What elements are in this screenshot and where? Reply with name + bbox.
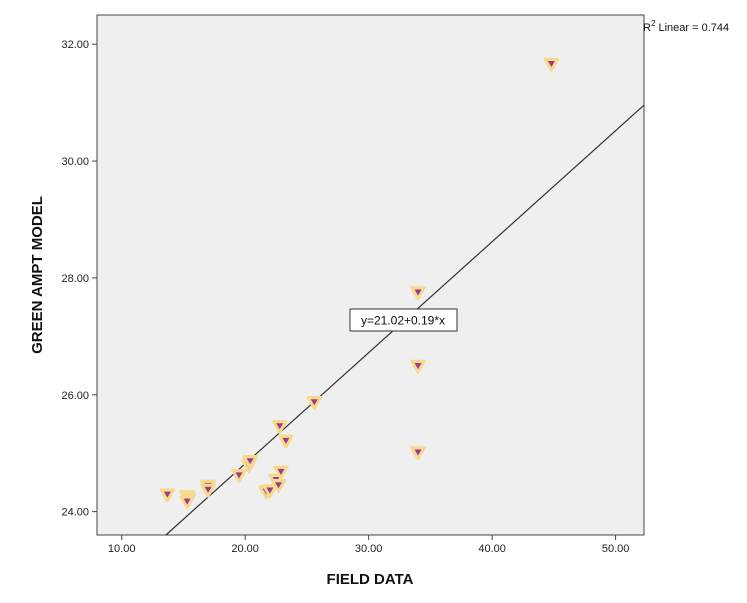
x-tick-label: 50.00: [602, 543, 630, 555]
data-point: [231, 469, 247, 484]
r-squared-label: R2 Linear = 0.744: [643, 19, 729, 34]
y-tick-label: 32.00: [61, 39, 89, 51]
data-point: [179, 495, 195, 510]
data-point: [159, 488, 176, 503]
y-tick-label: 30.00: [61, 156, 89, 168]
data-point: [543, 57, 560, 72]
data-point: [410, 446, 426, 461]
y-tick-label: 28.00: [61, 273, 89, 285]
data-point: [262, 484, 278, 499]
x-tick-label: 30.00: [355, 543, 383, 555]
data-point: [242, 455, 258, 470]
data-point: [273, 465, 289, 480]
data-point: [306, 396, 323, 411]
y-tick-label: 26.00: [61, 390, 89, 402]
x-tick-label: 40.00: [478, 543, 506, 555]
y-axis-title: GREEN AMPT MODEL: [29, 196, 46, 354]
y-tick-label: 24.00: [61, 507, 89, 519]
data-point: [270, 479, 287, 494]
x-tick-label: 10.00: [108, 543, 136, 555]
data-point: [271, 419, 288, 434]
plot-area: [96, 14, 645, 536]
data-point: [278, 434, 294, 449]
data-point: [200, 483, 216, 498]
equation-box: y=21.02+0.19*x: [349, 308, 458, 332]
x-tick-label: 20.00: [231, 543, 259, 555]
x-axis-title: FIELD DATA: [327, 571, 414, 588]
equation-label: y=21.02+0.19*x: [361, 314, 445, 328]
data-point: [410, 286, 426, 301]
data-point: [410, 359, 426, 374]
